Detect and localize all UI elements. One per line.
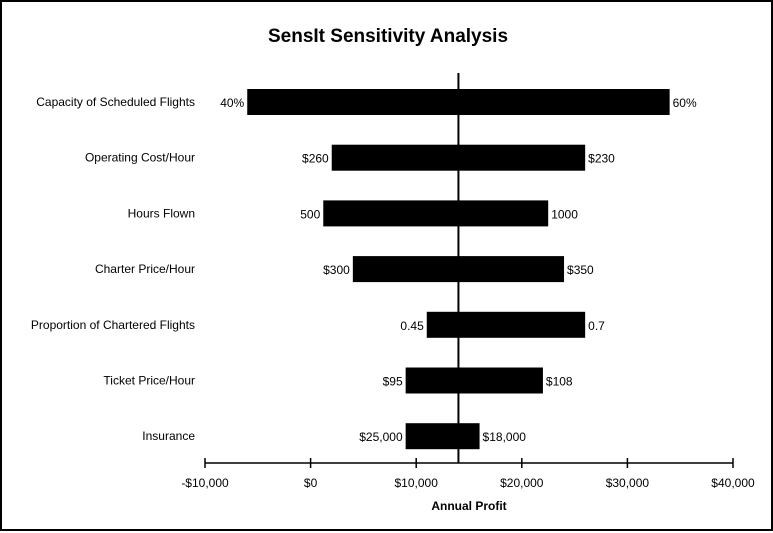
category-label: Hours Flown (128, 206, 195, 220)
x-tick-label: $30,000 (606, 476, 650, 490)
bar-low-label: $95 (383, 375, 403, 389)
bar-high-label: $18,000 (483, 430, 527, 444)
bar-low-label: 0.45 (400, 319, 424, 333)
x-tick-label: $40,000 (711, 476, 755, 490)
bar-low-label: $300 (323, 263, 350, 277)
bar-hours-flown (323, 200, 549, 227)
x-tick-label: $20,000 (500, 476, 544, 490)
bar-proportion-of-chartered-flights (426, 311, 586, 338)
x-tick-label: $0 (304, 476, 318, 490)
bar-low-label: $260 (302, 152, 329, 166)
x-axis: -$10,000 $0 $10,000 $20,000 $30,000 $40,000 (181, 458, 755, 490)
x-tick-label: $10,000 (395, 476, 439, 490)
x-tick-label: -$10,000 (181, 476, 229, 490)
bar-low-label: 40% (220, 96, 244, 110)
x-axis-label: Annual Profit (431, 499, 506, 513)
category-label: Operating Cost/Hour (85, 151, 195, 165)
category-label: Capacity of Scheduled Flights (36, 95, 195, 109)
bar-insurance (405, 423, 480, 450)
bar-high-label: $108 (546, 375, 573, 389)
bar-low-label: $25,000 (359, 430, 403, 444)
bar-ticket-price-hour (405, 367, 543, 394)
bar-high-label: $350 (567, 263, 594, 277)
chart-title: SensIt Sensitivity Analysis (268, 26, 508, 47)
bar-low-label: 500 (300, 207, 320, 221)
category-label: Insurance (142, 429, 195, 443)
bar-high-label: 60% (673, 96, 697, 110)
bar-high-label: 1000 (551, 207, 578, 221)
bar-high-label: 0.7 (588, 319, 605, 333)
category-label: Charter Price/Hour (95, 262, 195, 276)
bar-high-label: $230 (588, 152, 615, 166)
category-label: Ticket Price/Hour (103, 374, 195, 388)
bars-layer: Capacity of Scheduled Flights 40% 60% Opera… (31, 73, 697, 463)
category-label: Proportion of Chartered Flights (31, 318, 195, 332)
